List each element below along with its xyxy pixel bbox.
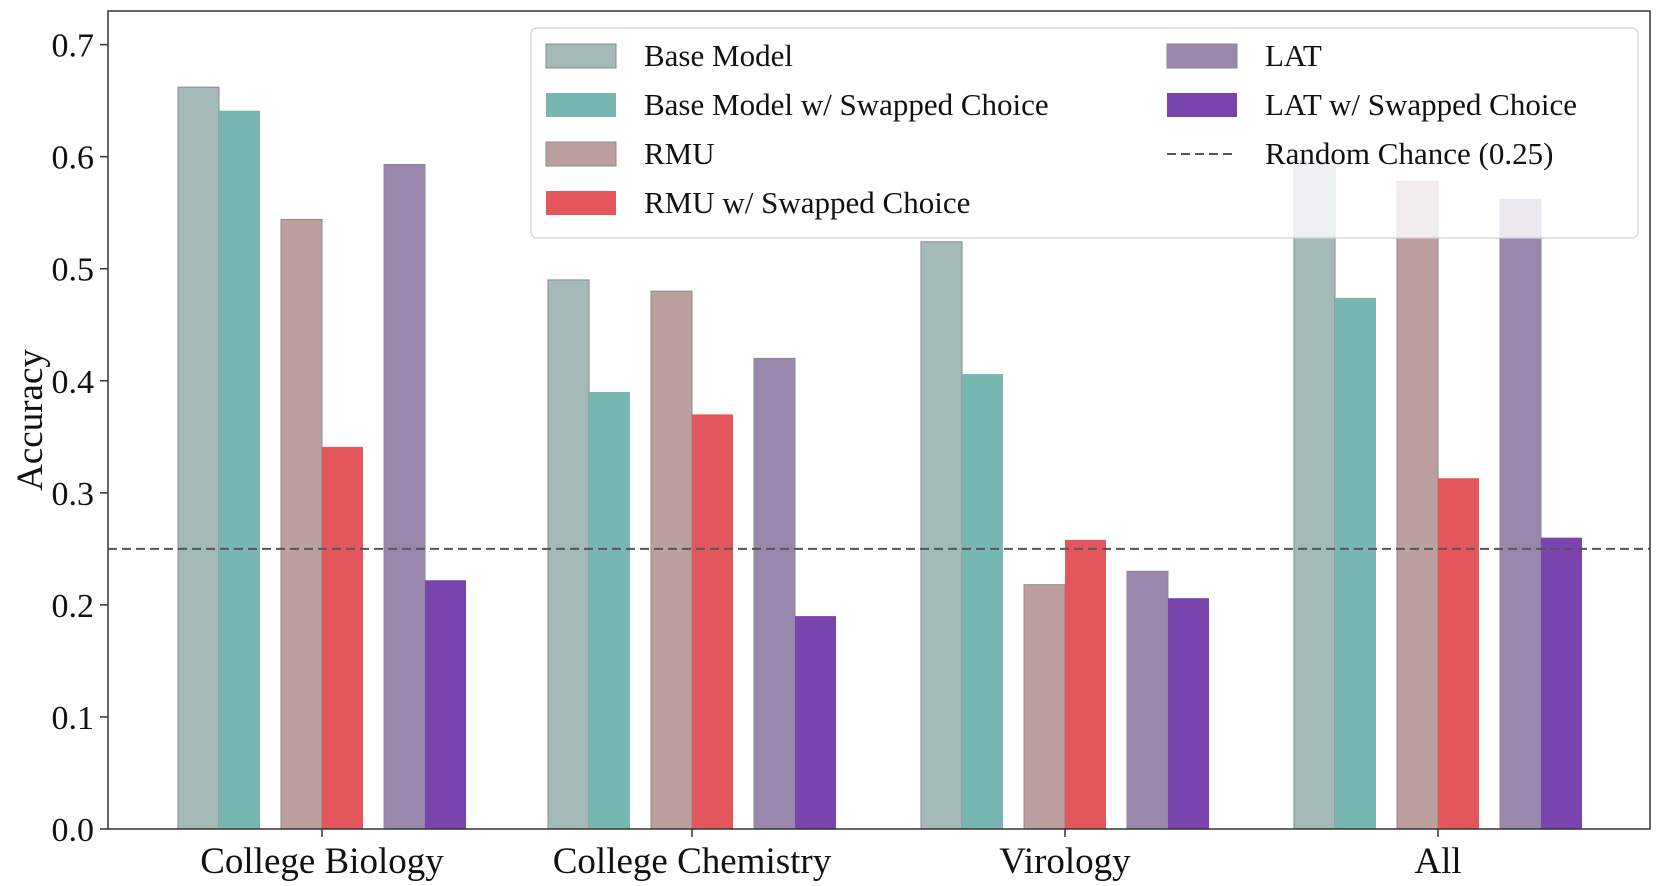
y-tick-label: 0.6 xyxy=(52,140,95,177)
bar-lat-all xyxy=(1499,198,1542,830)
legend-swatch-rmu-w-swapped-choice xyxy=(546,191,616,215)
bar-base-model-w-swapped-choice-all xyxy=(1335,297,1376,830)
bar-lat-college-chemistry xyxy=(753,357,796,830)
x-tick-label: Virology xyxy=(999,841,1131,882)
bar-base-model-college-biology xyxy=(177,86,220,830)
y-tick-label: 0.7 xyxy=(52,28,95,65)
x-tick-label: All xyxy=(1414,841,1461,882)
legend: Base Model Base Model w/ Swapped Choice RM… xyxy=(530,27,1639,239)
bars-layer xyxy=(177,86,1582,830)
bar-rmu-w-swapped-choice-all xyxy=(1438,478,1479,829)
legend-frame xyxy=(530,27,1639,239)
bar-base-model-college-chemistry xyxy=(547,279,590,830)
bar-rmu-college-chemistry xyxy=(650,290,693,830)
bar-base-model-all xyxy=(1293,160,1336,830)
legend-label-lat: LAT xyxy=(1265,38,1322,73)
bar-rmu-w-swapped-choice-college-chemistry xyxy=(692,414,733,829)
legend-swatch-rmu xyxy=(545,141,617,167)
y-axis-label: Accuracy xyxy=(10,349,51,491)
legend-label-rmu: RMU xyxy=(644,136,715,171)
legend-swatch-base-model xyxy=(545,43,617,69)
legend-swatch-lat-w-swapped-choice xyxy=(1167,93,1237,117)
legend-label-rmu-w-swapped-choice: RMU w/ Swapped Choice xyxy=(644,185,970,220)
y-tick-label: 0.0 xyxy=(52,812,95,849)
bar-rmu-w-swapped-choice-virology xyxy=(1065,539,1106,829)
bar-lat-virology xyxy=(1126,570,1169,830)
legend-label-lat-w-swapped-choice: LAT w/ Swapped Choice xyxy=(1265,87,1577,122)
legend-label-base-model-w-swapped-choice: Base Model w/ Swapped Choice xyxy=(644,87,1049,122)
x-tick-label: College Biology xyxy=(200,841,444,882)
bar-lat-college-biology xyxy=(383,164,426,830)
bar-base-model-w-swapped-choice-college-chemistry xyxy=(589,391,630,829)
bar-base-model-w-swapped-choice-virology xyxy=(962,374,1003,829)
legend-swatch-lat xyxy=(1166,43,1238,69)
bar-lat-w-swapped-choice-all xyxy=(1541,537,1582,829)
legend-swatch-base-model-w-swapped-choice xyxy=(546,93,616,117)
bar-rmu-college-biology xyxy=(280,218,323,830)
bar-rmu-w-swapped-choice-college-biology xyxy=(322,446,363,829)
bar-base-model-w-swapped-choice-college-biology xyxy=(219,110,260,830)
legend-label-base-model: Base Model xyxy=(644,38,793,73)
bar-base-model-virology xyxy=(920,241,963,830)
plot-frame xyxy=(107,10,1651,830)
bar-rmu-all xyxy=(1396,180,1439,830)
bar-lat-w-swapped-choice-college-chemistry xyxy=(795,616,836,829)
y-tick-label: 0.5 xyxy=(52,252,95,289)
bar-lat-w-swapped-choice-virology xyxy=(1168,598,1209,829)
y-tick-label: 0.3 xyxy=(52,476,95,513)
axis-layer: 0.0 0.1 0.2 0.3 0.4 0.5 0.6 0.7 College Biology C… xyxy=(52,28,1462,882)
y-tick-label: 0.2 xyxy=(52,588,95,625)
y-tick-label: 0.1 xyxy=(52,700,95,737)
legend-label-random-chance: Random Chance (0.25) xyxy=(1265,136,1553,171)
bar-rmu-virology xyxy=(1023,584,1066,830)
x-tick-label: College Chemistry xyxy=(553,841,832,882)
bar-lat-w-swapped-choice-college-biology xyxy=(425,580,466,829)
y-tick-label: 0.4 xyxy=(52,364,95,401)
